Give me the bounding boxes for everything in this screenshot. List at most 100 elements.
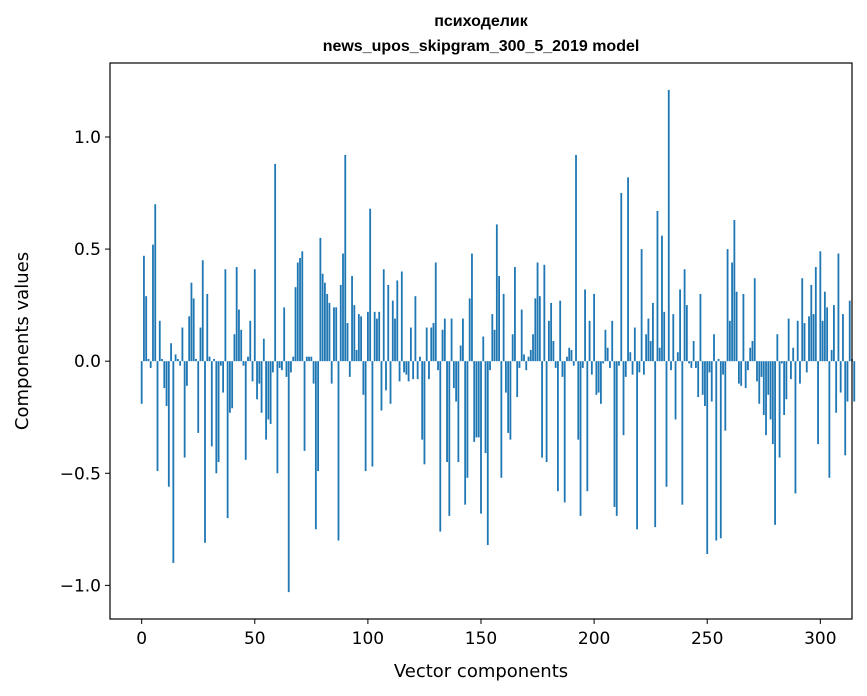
bar (771, 361, 774, 445)
bar (330, 361, 333, 384)
bar (165, 361, 168, 407)
bar (385, 361, 387, 391)
bar (450, 318, 453, 362)
bar (500, 361, 503, 478)
bar (163, 361, 166, 389)
bar (434, 262, 437, 362)
bar (204, 361, 206, 543)
bar (414, 296, 417, 362)
bar (274, 163, 277, 362)
chart-title-line-2: news_upos_skipgram_300_5_2019 model (323, 38, 640, 55)
y-tick-label: 0.0 (74, 352, 101, 372)
bar (333, 307, 335, 362)
bar (312, 361, 315, 384)
bar (776, 334, 779, 362)
bar (658, 347, 661, 362)
bar (715, 361, 718, 541)
bar (613, 361, 616, 507)
bar (640, 249, 643, 362)
bar (249, 320, 252, 362)
bar (502, 293, 505, 362)
bar (464, 361, 467, 505)
bar (342, 253, 344, 362)
bar (498, 275, 500, 362)
bar (828, 361, 831, 478)
x-tick-label: 100 (352, 629, 384, 649)
bar (588, 320, 591, 362)
bar (149, 361, 152, 368)
bar (606, 347, 609, 362)
bar (471, 253, 473, 362)
bar (826, 307, 829, 362)
bar (665, 361, 668, 487)
bar (174, 354, 177, 362)
bar (170, 343, 172, 362)
bar (676, 352, 679, 362)
bar (830, 349, 833, 362)
bar (570, 349, 573, 362)
bar (726, 249, 729, 362)
bar (805, 361, 808, 373)
bar (448, 361, 451, 516)
bar (477, 361, 480, 438)
bar (656, 210, 659, 362)
bar (235, 267, 238, 362)
bar (437, 361, 439, 371)
bar (305, 356, 308, 362)
bar (287, 361, 290, 593)
bar (654, 361, 657, 528)
bar (545, 361, 548, 463)
bar (733, 219, 736, 362)
bar (706, 361, 709, 554)
bar (783, 361, 786, 415)
bar (642, 361, 645, 375)
bar (692, 341, 695, 362)
bar (602, 361, 605, 364)
bar (584, 289, 586, 362)
bar (391, 300, 394, 362)
bar (615, 361, 618, 516)
bar (240, 329, 243, 362)
bar (529, 349, 532, 362)
bar (799, 361, 801, 384)
bar (507, 361, 510, 433)
bar (475, 361, 478, 438)
bar (419, 356, 421, 362)
bar (679, 289, 681, 362)
bar (344, 154, 347, 362)
bar (672, 314, 675, 362)
bar (536, 262, 539, 362)
bar (538, 296, 541, 362)
bar (253, 269, 256, 362)
bar (201, 260, 204, 362)
bar (516, 361, 519, 398)
bar (380, 361, 383, 411)
bar (339, 284, 342, 362)
bar (269, 361, 272, 424)
bar (486, 361, 489, 546)
bar (681, 361, 684, 505)
bar (713, 334, 715, 362)
bar (423, 361, 426, 465)
bar (525, 361, 528, 371)
bar (328, 302, 331, 362)
bar (563, 361, 566, 503)
bar (296, 262, 299, 362)
bar (611, 320, 614, 362)
bar (837, 253, 840, 362)
bar (251, 361, 254, 382)
bar (812, 314, 815, 362)
bar (810, 284, 813, 362)
bar (652, 302, 654, 362)
bar (466, 361, 469, 478)
bar (557, 361, 559, 492)
bar (534, 298, 537, 362)
y-tick-label: 1.0 (74, 128, 101, 148)
bar (172, 361, 175, 563)
bar (599, 361, 602, 404)
bar (353, 305, 356, 362)
bar (520, 309, 523, 362)
bar (452, 361, 455, 389)
bar (258, 361, 261, 384)
bar (396, 280, 399, 362)
